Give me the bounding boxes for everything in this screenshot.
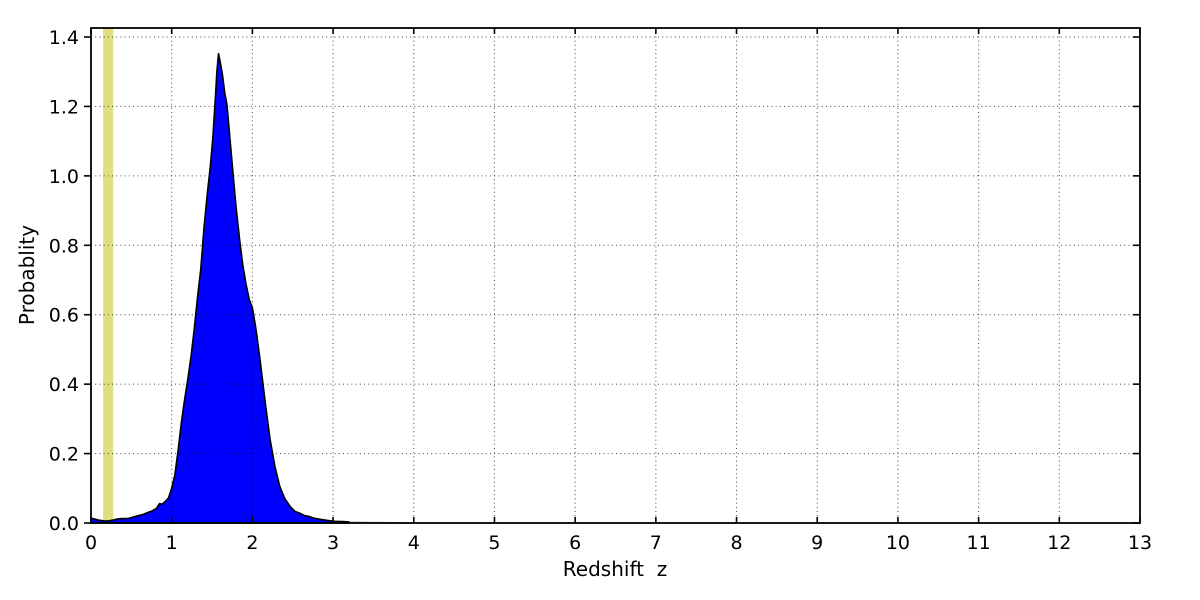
- x-tick-label-6: 6: [569, 532, 581, 554]
- tick-marks-layer: [84, 28, 1141, 524]
- y-axis-label: Probablity: [15, 224, 39, 326]
- x-tick-label-13: 13: [1128, 532, 1152, 554]
- reference-redshift-band: [103, 28, 114, 523]
- area-series-layer: [90, 52, 406, 524]
- grid-layer: [91, 28, 1140, 523]
- x-tick-label-10: 10: [886, 532, 910, 554]
- y-tick-label-0.0: 0.0: [49, 513, 79, 535]
- x-tick-label-9: 9: [811, 532, 823, 554]
- y-tick-label-0.2: 0.2: [49, 444, 79, 466]
- x-tick-label-12: 12: [1047, 532, 1071, 554]
- redshift-probability-distribution: [90, 52, 351, 524]
- highlight-band-layer: [103, 28, 114, 523]
- y-tick-label-1.4: 1.4: [49, 27, 79, 49]
- tick-labels-layer: 0 1 2 3 4 5 6 7 8 9 10 11 12 130.00.20.40.60.81.01.21…: [49, 27, 1152, 554]
- x-axis-label: Redshift z: [562, 557, 668, 581]
- y-tick-label-0.8: 0.8: [49, 235, 79, 257]
- x-tick-label-11: 11: [967, 532, 991, 554]
- y-tick-label-0.6: 0.6: [49, 305, 79, 327]
- y-tick-label-1.2: 1.2: [49, 96, 79, 118]
- y-tick-label-1.0: 1.0: [49, 166, 79, 188]
- axes-frame: [90, 27, 1141, 524]
- x-tick-label-7: 7: [650, 532, 662, 554]
- x-tick-label-0: 0: [85, 532, 97, 554]
- x-tick-label-1: 1: [166, 532, 178, 554]
- x-tick-label-8: 8: [730, 532, 742, 554]
- x-tick-label-5: 5: [488, 532, 500, 554]
- x-tick-label-2: 2: [246, 532, 258, 554]
- x-tick-label-4: 4: [408, 532, 420, 554]
- y-tick-label-0.4: 0.4: [49, 374, 79, 396]
- x-tick-label-3: 3: [327, 532, 339, 554]
